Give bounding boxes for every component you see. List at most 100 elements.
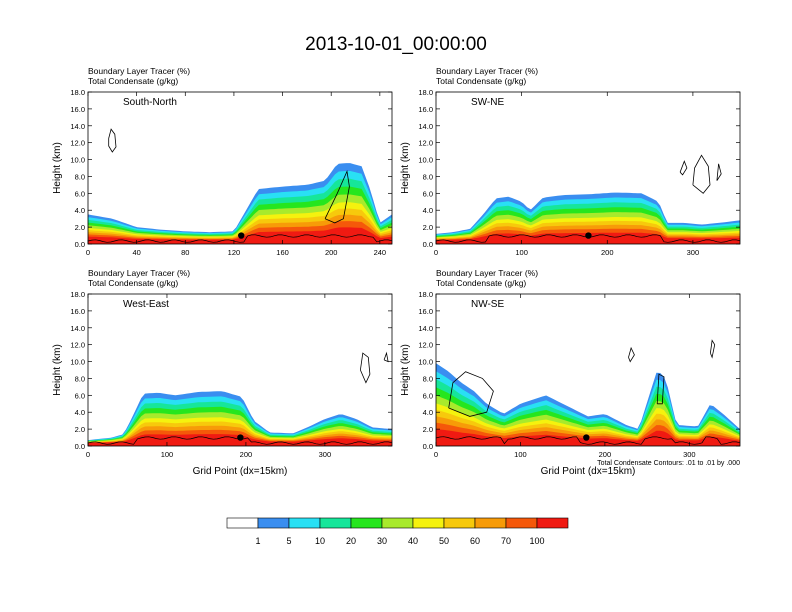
y-axis-label: Height (km) bbox=[400, 142, 411, 194]
y-tick-label: 4.0 bbox=[423, 206, 433, 215]
y-tick-label: 8.0 bbox=[75, 172, 85, 181]
contour-note: Total Condensate Contours: .01 to .01 by… bbox=[597, 460, 740, 467]
condensate-contour-2 bbox=[679, 160, 688, 176]
panel-title-line-1: Boundary Layer Tracer (%) bbox=[436, 268, 538, 278]
condensate-contour-3 bbox=[716, 163, 722, 181]
y-tick-label: 14.0 bbox=[70, 324, 85, 333]
panel-label: NW-SE bbox=[471, 299, 504, 310]
figure-title: 2013-10-01_00:00:00 bbox=[305, 34, 487, 55]
colorbar-swatch-5 bbox=[350, 517, 383, 529]
y-axis-label: Height (km) bbox=[52, 344, 63, 396]
panels: 0.0 2.0 4.0 6.0 8.0 10.0 12.0 14.0 16.0 18.0 Heigh… bbox=[52, 66, 741, 477]
x-tick-label: 0 bbox=[434, 248, 438, 257]
y-tick-label: 10.0 bbox=[70, 358, 85, 367]
panel-title-line-2: Total Condensate (g/kg) bbox=[436, 76, 526, 86]
colorbar: 1 5 10 20 30 40 50 60 70 100 bbox=[226, 517, 569, 546]
x-tick-label: 300 bbox=[687, 248, 700, 257]
y-tick-label: 10.0 bbox=[418, 156, 433, 165]
y-tick-label: 2.0 bbox=[423, 425, 433, 434]
colorbar-label: 100 bbox=[529, 536, 544, 546]
x-tick-label: 120 bbox=[228, 248, 241, 257]
panel-title-line-1: Boundary Layer Tracer (%) bbox=[436, 66, 538, 76]
condensate-contour-2 bbox=[383, 351, 389, 363]
y-tick-label: 16.0 bbox=[70, 105, 85, 114]
colorbar-label: 70 bbox=[501, 536, 511, 546]
y-tick-label: 2.0 bbox=[423, 223, 433, 232]
terrain-line bbox=[88, 234, 392, 243]
tracer-field bbox=[436, 192, 740, 244]
colorbar-swatch-11 bbox=[536, 517, 569, 529]
x-tick-label: 0 bbox=[86, 248, 90, 257]
colorbar-label: 20 bbox=[346, 536, 356, 546]
condensate-contour-3 bbox=[628, 346, 635, 363]
tracer-layer-10 bbox=[436, 429, 740, 446]
colorbar-swatch-4 bbox=[319, 517, 352, 529]
panel-3: 0.0 2.0 4.0 6.0 8.0 10.0 12.0 14.0 16.0 18.0 Heigh… bbox=[52, 268, 393, 477]
tracer-field bbox=[436, 363, 740, 446]
colorbar-swatch-1 bbox=[226, 517, 259, 529]
y-tick-label: 0.0 bbox=[423, 442, 433, 451]
condensate-contour-1 bbox=[360, 352, 371, 384]
panel-1: 0.0 2.0 4.0 6.0 8.0 10.0 12.0 14.0 16.0 18.0 Heigh… bbox=[52, 66, 393, 257]
y-tick-label: 16.0 bbox=[418, 307, 433, 316]
condensate-contour-2 bbox=[656, 373, 665, 405]
condensate-contour-1 bbox=[108, 128, 117, 153]
y-tick-label: 4.0 bbox=[423, 408, 433, 417]
y-tick-label: 6.0 bbox=[423, 189, 433, 198]
x-tick-label: 0 bbox=[86, 450, 90, 459]
y-tick-label: 10.0 bbox=[70, 156, 85, 165]
colorbar-swatch-6 bbox=[381, 517, 414, 529]
x-tick-label: 40 bbox=[132, 248, 140, 257]
location-marker bbox=[583, 434, 590, 441]
x-tick-label: 0 bbox=[434, 450, 438, 459]
y-tick-label: 2.0 bbox=[75, 223, 85, 232]
x-tick-label: 200 bbox=[325, 248, 338, 257]
panel-title-line-2: Total Condensate (g/kg) bbox=[88, 76, 178, 86]
panel-title-line-2: Total Condensate (g/kg) bbox=[88, 278, 178, 288]
y-tick-label: 0.0 bbox=[423, 240, 433, 249]
colorbar-swatch-3 bbox=[288, 517, 321, 529]
panel-label: West-East bbox=[123, 299, 169, 310]
condensate-contour-1 bbox=[448, 371, 494, 417]
condensate-contour-2 bbox=[324, 169, 350, 224]
plot-frame bbox=[435, 91, 741, 245]
x-tick-label: 240 bbox=[374, 248, 387, 257]
panel-title-line-1: Boundary Layer Tracer (%) bbox=[88, 268, 190, 278]
y-tick-label: 0.0 bbox=[75, 442, 85, 451]
y-tick-label: 18.0 bbox=[418, 88, 433, 97]
y-axis-label: Height (km) bbox=[52, 142, 63, 194]
colorbar-swatch-7 bbox=[412, 517, 445, 529]
colorbar-label: 30 bbox=[377, 536, 387, 546]
colorbar-label: 5 bbox=[286, 536, 291, 546]
x-tick-label: 300 bbox=[683, 450, 696, 459]
x-axis-label: Grid Point (dx=15km) bbox=[541, 466, 636, 477]
y-tick-label: 2.0 bbox=[75, 425, 85, 434]
y-tick-label: 0.0 bbox=[75, 240, 85, 249]
colorbar-label: 1 bbox=[255, 536, 260, 546]
x-tick-label: 80 bbox=[181, 248, 189, 257]
x-tick-label: 100 bbox=[161, 450, 174, 459]
y-tick-label: 10.0 bbox=[418, 358, 433, 367]
y-tick-label: 14.0 bbox=[70, 122, 85, 131]
y-tick-label: 12.0 bbox=[418, 139, 433, 148]
colorbar-label: 40 bbox=[408, 536, 418, 546]
colorbar-label: 10 bbox=[315, 536, 325, 546]
panel-2: 0.0 2.0 4.0 6.0 8.0 10.0 12.0 14.0 16.0 18.0 Heigh… bbox=[400, 66, 741, 257]
panel-label: SW-NE bbox=[471, 97, 504, 108]
tracer-layer-10 bbox=[88, 227, 392, 244]
colorbar-swatch-2 bbox=[257, 517, 290, 529]
x-tick-label: 100 bbox=[514, 450, 527, 459]
plot-frame bbox=[435, 293, 741, 447]
y-tick-label: 6.0 bbox=[423, 391, 433, 400]
x-axis-label: Grid Point (dx=15km) bbox=[193, 466, 288, 477]
y-tick-label: 14.0 bbox=[418, 324, 433, 333]
y-tick-label: 4.0 bbox=[75, 408, 85, 417]
tracer-field bbox=[88, 163, 392, 244]
panel-label: South-North bbox=[123, 97, 177, 108]
y-tick-label: 12.0 bbox=[70, 341, 85, 350]
location-marker bbox=[238, 232, 245, 239]
condensate-contour-1 bbox=[692, 154, 711, 194]
x-tick-label: 200 bbox=[599, 450, 612, 459]
panel-title-line-1: Boundary Layer Tracer (%) bbox=[88, 66, 190, 76]
